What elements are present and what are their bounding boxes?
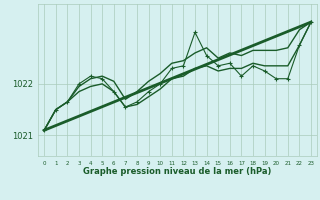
X-axis label: Graphe pression niveau de la mer (hPa): Graphe pression niveau de la mer (hPa) (84, 167, 272, 176)
